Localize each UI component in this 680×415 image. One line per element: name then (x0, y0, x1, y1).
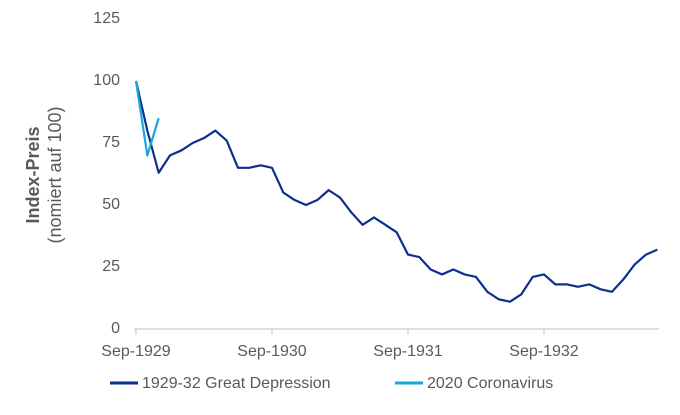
legend-label: 2020 Coronavirus (427, 375, 553, 392)
series-line (134, 80, 658, 303)
y-tick-label: 25 (102, 258, 120, 275)
y-tick-label: 100 (93, 72, 120, 89)
x-tick-label: Sep-1931 (373, 343, 442, 360)
series-line (134, 80, 160, 157)
y-tick-label: 0 (111, 320, 120, 337)
y-tick-label: 125 (93, 10, 120, 27)
x-tick-label: Sep-1929 (101, 343, 170, 360)
x-tick-label: Sep-1932 (509, 343, 578, 360)
x-tick-label: Sep-1930 (237, 343, 306, 360)
y-tick-label: 50 (102, 196, 120, 213)
legend-label: 1929-32 Great Depression (142, 375, 331, 392)
y-axis-subtitle: (nomiert auf 100) (45, 106, 65, 243)
y-axis-title: Index-Preis (23, 126, 43, 223)
y-tick-label: 75 (102, 134, 120, 151)
